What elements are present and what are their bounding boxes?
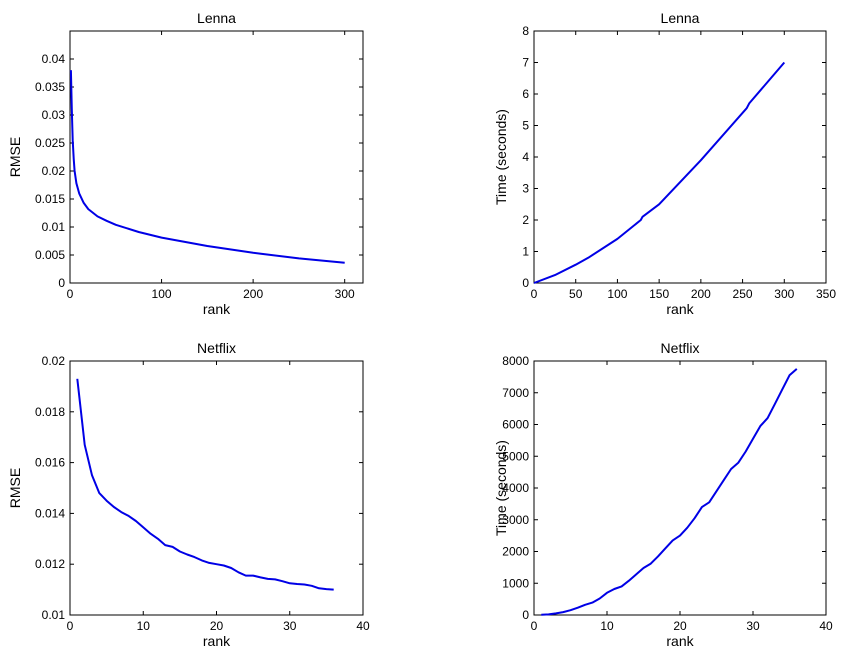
y-axis-label: RMSE <box>7 468 23 508</box>
x-tick-label: 200 <box>243 287 263 301</box>
x-tick-label: 200 <box>691 287 711 301</box>
y-tick-label: 3000 <box>502 513 529 527</box>
y-tick-label: 0.01 <box>42 220 66 234</box>
chart-panel-3: 0 10 20 30 40 0.01 0.012 0.014 0.016 0.018 0.02 Net… <box>7 340 370 649</box>
x-axis-label: rank <box>203 301 231 317</box>
y-tick-label: 4 <box>522 150 529 164</box>
y-tick-label: 6000 <box>502 418 529 432</box>
x-tick-label: 300 <box>774 287 794 301</box>
chart-title: Netflix <box>197 340 236 356</box>
x-tick-label: 20 <box>210 619 224 633</box>
y-tick-label: 0.012 <box>35 557 65 571</box>
y-tick-label: 0.01 <box>42 608 66 622</box>
y-tick-label: 0.014 <box>35 506 65 520</box>
y-tick-label: 0.015 <box>35 192 65 206</box>
axes-box <box>533 360 827 616</box>
x-tick-label: 20 <box>673 619 687 633</box>
x-tick-label: 30 <box>283 619 297 633</box>
chart-panel-1: 0 100 200 300 0 0.005 0.01 0.015 0.02 0.025 0.03 0.… <box>7 10 364 317</box>
x-tick-label: 350 <box>816 287 836 301</box>
y-tick-label: 0.035 <box>35 80 65 94</box>
y-tick-label: 8 <box>522 24 529 38</box>
y-tick-label: 0.025 <box>35 136 65 150</box>
y-tick-label: 0 <box>522 276 529 290</box>
y-tick-label: 0.005 <box>35 248 65 262</box>
x-tick-label: 50 <box>569 287 583 301</box>
x-tick-label: 0 <box>531 287 538 301</box>
x-tick-label: 100 <box>607 287 627 301</box>
x-axis-label: rank <box>203 633 231 649</box>
y-axis-label: Time (seconds) <box>493 440 509 536</box>
y-tick-label: 2 <box>522 213 529 227</box>
series-line <box>76 378 334 591</box>
x-tick-label: 250 <box>733 287 753 301</box>
x-tick-label: 0 <box>531 619 538 633</box>
y-tick-label: 1000 <box>502 576 529 590</box>
series-line <box>533 61 786 284</box>
x-tick-label: 100 <box>152 287 172 301</box>
y-tick-label: 6 <box>522 87 529 101</box>
chart-panel-4: 0 10 20 30 40 0 1000 2000 3000 4000 5000 6000 7000 80… <box>493 340 833 649</box>
y-tick-label: 0.016 <box>35 456 65 470</box>
y-tick-label: 5 <box>522 119 529 133</box>
x-tick-label: 30 <box>746 619 760 633</box>
axes-box <box>69 360 364 616</box>
y-tick-label: 1 <box>522 245 529 259</box>
y-tick-label: 0.02 <box>42 354 66 368</box>
y-axis-label: Time (seconds) <box>493 109 509 205</box>
y-tick-label: 0 <box>58 276 65 290</box>
y-tick-label: 0.03 <box>42 108 66 122</box>
axes-box <box>69 30 364 284</box>
y-tick-label: 0.02 <box>42 164 66 178</box>
y-tick-label: 7000 <box>502 386 529 400</box>
x-axis-label: rank <box>666 633 694 649</box>
x-tick-label: 40 <box>819 619 833 633</box>
axes-box <box>533 30 827 284</box>
y-tick-label: 2000 <box>502 545 529 559</box>
x-tick-label: 40 <box>356 619 370 633</box>
chart-panel-2: 0 50 100 150 200 250 300 350 0 1 2 3 4 5 6 7 8 Lenna rank T… <box>493 10 836 317</box>
x-tick-label: 150 <box>649 287 669 301</box>
x-tick-label: 10 <box>137 619 151 633</box>
series-line <box>541 368 798 616</box>
y-tick-label: 5000 <box>502 449 529 463</box>
y-tick-label: 7 <box>522 56 529 70</box>
series-line <box>69 70 345 264</box>
x-axis-label: rank <box>666 301 694 317</box>
chart-title: Netflix <box>661 340 700 356</box>
chart-title: Lenna <box>661 10 700 26</box>
y-tick-label: 0.04 <box>42 52 66 66</box>
y-tick-label: 0 <box>522 608 529 622</box>
x-tick-label: 0 <box>67 287 74 301</box>
chart-title: Lenna <box>197 10 236 26</box>
y-tick-label: 4000 <box>502 481 529 495</box>
x-tick-label: 300 <box>335 287 355 301</box>
y-tick-label: 3 <box>522 182 529 196</box>
x-tick-label: 10 <box>600 619 614 633</box>
y-tick-label: 8000 <box>502 354 529 368</box>
x-tick-label: 0 <box>67 619 74 633</box>
y-tick-label: 0.018 <box>35 405 65 419</box>
y-axis-label: RMSE <box>7 137 23 177</box>
